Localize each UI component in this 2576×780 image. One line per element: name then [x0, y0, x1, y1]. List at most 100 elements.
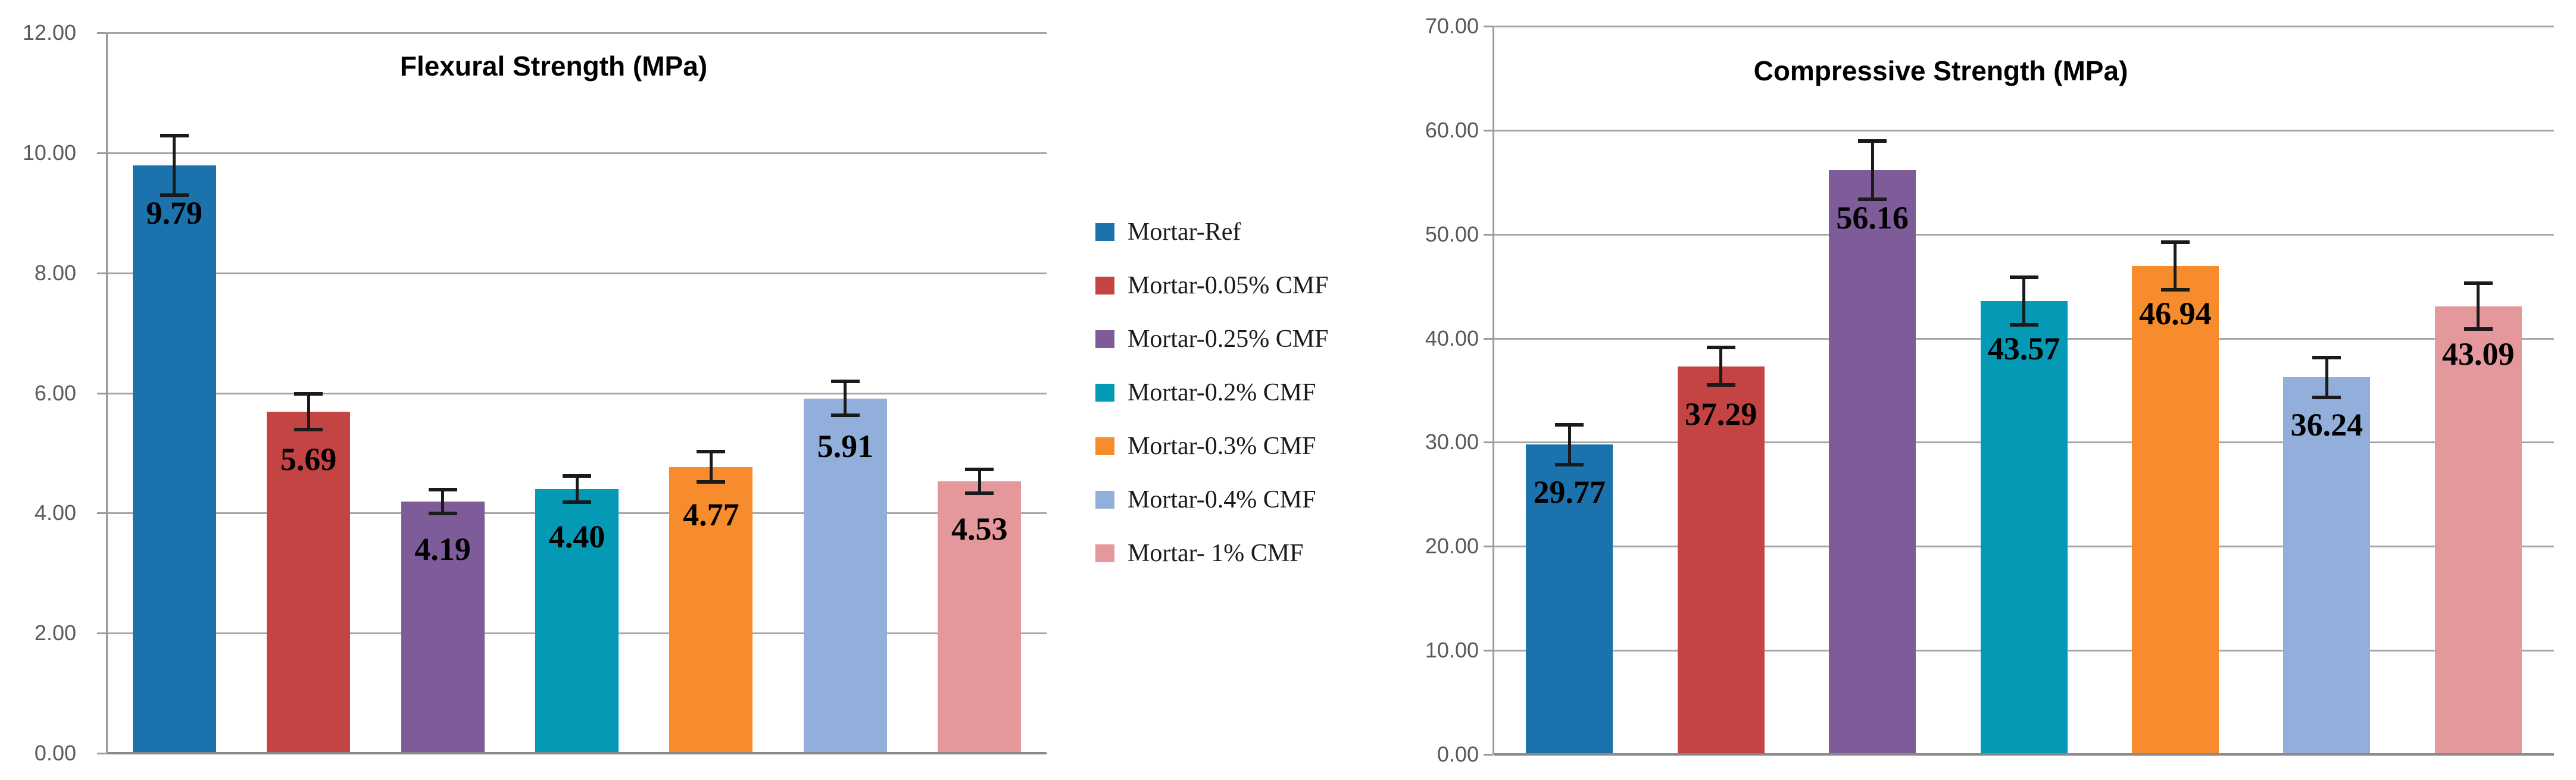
error-bar-bottom-cap	[2009, 323, 2038, 327]
y-tick-label: 0.00	[34, 741, 76, 765]
error-bar-bottom-cap	[2312, 395, 2341, 399]
error-bar-bottom-cap	[830, 413, 860, 417]
bar-value-label: 56.16	[1836, 200, 1909, 236]
error-bar-bottom-cap	[2463, 327, 2493, 331]
error-bar	[709, 452, 713, 482]
bar-value-label: 29.77	[1533, 474, 1606, 510]
bar	[2434, 306, 2522, 754]
gridline	[107, 32, 1047, 34]
y-axis-tick	[97, 753, 107, 754]
y-tick-label: 6.00	[34, 380, 76, 405]
legend-label: Mortar-0.05% CMF	[1128, 272, 1329, 299]
bar-value-label: 4.77	[683, 496, 739, 532]
legend-label: Mortar-0.3% CMF	[1128, 433, 1316, 460]
y-axis-tick	[1484, 754, 1493, 756]
legend-label: Mortar-0.2% CMF	[1128, 379, 1316, 406]
gridline	[1494, 26, 2554, 28]
error-bar	[2174, 242, 2177, 290]
legend-item: Mortar-0.05% CMF	[1095, 259, 1328, 312]
error-bar	[2325, 358, 2328, 397]
bar	[132, 165, 216, 753]
legend-item: Mortar- 1% CMF	[1095, 527, 1328, 580]
legend-swatch-icon	[1095, 277, 1114, 295]
error-bar-top-cap	[2463, 281, 2493, 286]
error-bar	[844, 381, 847, 415]
gridline	[1494, 129, 2554, 131]
error-bar-top-cap	[697, 450, 726, 454]
error-bar	[575, 475, 579, 503]
y-axis-tick	[1484, 233, 1493, 236]
legend-label: Mortar-Ref	[1128, 218, 1241, 246]
error-bar-top-cap	[2160, 240, 2190, 244]
y-axis-tick	[97, 152, 107, 154]
y-axis-line	[106, 33, 108, 753]
y-tick-label: 10.00	[22, 140, 76, 165]
error-bar	[1871, 141, 1874, 199]
bar	[1677, 366, 1765, 754]
x-axis-line	[1494, 753, 2554, 756]
y-tick-label: 50.00	[1425, 221, 1479, 246]
error-bar-top-cap	[1555, 423, 1584, 427]
error-bar-bottom-cap	[563, 500, 591, 505]
error-bar	[173, 135, 176, 196]
error-bar	[1719, 347, 1723, 386]
y-tick-label: 20.00	[1425, 534, 1479, 559]
y-tick-label: 30.00	[1425, 430, 1479, 455]
y-tick-label: 4.00	[34, 500, 76, 525]
y-tick-label: 70.00	[1425, 14, 1479, 38]
legend-swatch-icon	[1095, 544, 1114, 562]
compressive-chart-title: Compressive Strength (MPa)	[1753, 55, 2128, 86]
y-axis-tick	[1484, 129, 1493, 131]
bar-value-label: 46.94	[2139, 296, 2212, 332]
bar	[401, 502, 485, 753]
y-axis-tick	[1484, 337, 1493, 340]
bar	[535, 488, 619, 753]
y-axis-tick	[97, 632, 107, 635]
bar-value-label: 5.69	[280, 441, 337, 477]
bar	[1980, 301, 2068, 754]
legend-swatch-icon	[1095, 223, 1114, 241]
gridline	[1494, 233, 2554, 236]
gridline	[107, 272, 1047, 274]
error-bar-bottom-cap	[697, 480, 726, 484]
error-bar-top-cap	[965, 467, 994, 471]
y-tick-label: 40.00	[1425, 325, 1479, 350]
legend-swatch-icon	[1095, 330, 1114, 348]
legend-item: Mortar-0.2% CMF	[1095, 366, 1328, 419]
y-tick-label: 60.00	[1425, 117, 1479, 142]
bar	[1526, 444, 1613, 754]
error-bar-bottom-cap	[294, 428, 323, 432]
legend-item: Mortar-0.3% CMF	[1095, 419, 1328, 473]
y-axis-tick	[97, 512, 107, 515]
error-bar-bottom-cap	[965, 491, 994, 496]
y-axis-tick	[97, 32, 107, 34]
legend-swatch-icon	[1095, 437, 1114, 455]
error-bar-top-cap	[428, 487, 457, 491]
legend-label: Mortar- 1% CMF	[1128, 540, 1304, 567]
flexural-plot-area: 0.00 2.00 4.00 6.00 8.00 10.00 12.00 9.79 5.69 4.…	[23, 21, 1047, 765]
y-axis-tick	[1484, 650, 1493, 652]
error-bar-top-cap	[1858, 139, 1887, 143]
bar-value-label: 43.57	[1987, 331, 2060, 367]
x-axis-line	[107, 752, 1047, 754]
error-bar	[307, 393, 310, 430]
bar	[1829, 170, 1916, 754]
y-axis-tick	[1484, 26, 1493, 28]
legend-swatch-icon	[1095, 384, 1114, 402]
error-bar-bottom-cap	[2160, 288, 2190, 292]
bar-value-label: 4.40	[548, 518, 605, 555]
error-bar-top-cap	[1706, 346, 1735, 350]
error-bar-top-cap	[2009, 275, 2038, 279]
bar-value-label: 5.91	[817, 428, 874, 464]
error-bar-bottom-cap	[160, 193, 189, 198]
error-bar-top-cap	[830, 380, 860, 384]
legend-item: Mortar-0.4% CMF	[1095, 473, 1328, 527]
error-bar-bottom-cap	[1706, 383, 1735, 387]
bar	[669, 466, 753, 753]
bar-value-label: 43.09	[2442, 336, 2515, 372]
error-bar	[1568, 425, 1571, 465]
gridline	[107, 152, 1047, 154]
legend-item: Mortar-0.25% CMF	[1095, 312, 1328, 366]
legend-label: Mortar-0.25% CMF	[1128, 325, 1329, 353]
compressive-plot-area: 0.00 10.00 20.00 30.00 40.00 50.00 60.00 70.00 2…	[1425, 14, 2554, 766]
